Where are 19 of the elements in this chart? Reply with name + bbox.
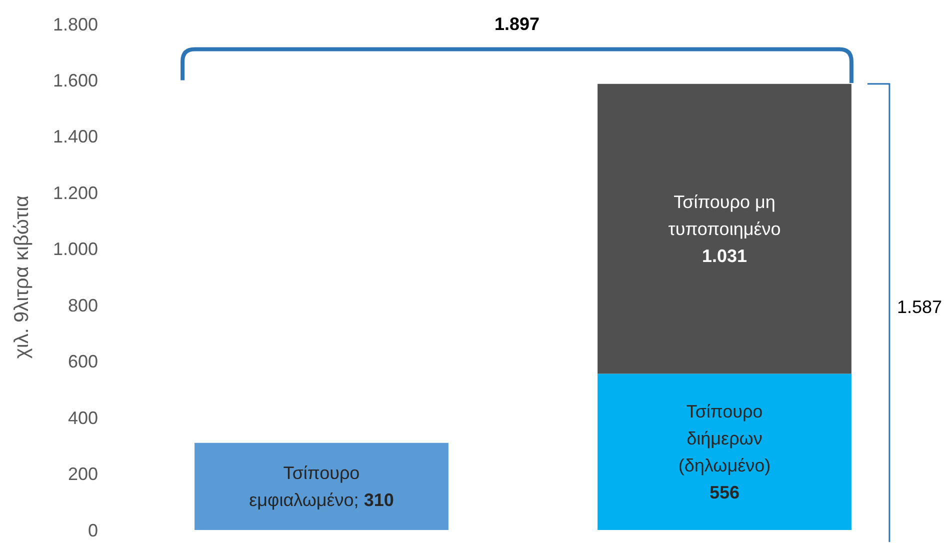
y-tick-label: 400 — [68, 408, 98, 428]
y-tick-label: 1.400 — [52, 126, 98, 147]
data-label: 556 — [709, 482, 740, 502]
annotation: 1.587 — [896, 296, 942, 317]
series-label: Τσίπουρο μη τυποποιημένο — [668, 192, 781, 239]
y-tick-label: 1.600 — [52, 70, 98, 91]
y-tick-label: 1.800 — [52, 14, 98, 34]
y-tick-label: 1.200 — [52, 182, 98, 203]
data-label: 1.031 — [702, 246, 748, 266]
y-tick-label: 200 — [68, 464, 98, 484]
y-tick-label: 800 — [68, 295, 98, 316]
y-tick-label: 600 — [68, 352, 98, 372]
annotation: 1.897 — [494, 14, 540, 34]
series-label: Τσίπουρο εμφιαλωμένο; — [249, 462, 360, 510]
y-axis-title: χιλ. 9λιτρα κιβώτια — [11, 195, 33, 359]
data-label: 310 — [364, 490, 394, 510]
y-tick-label: 0 — [88, 520, 98, 540]
series-label: Τσίπουρο διήμερων (δηλωμένο) — [678, 401, 771, 476]
y-tick-label: 1.000 — [52, 239, 98, 260]
